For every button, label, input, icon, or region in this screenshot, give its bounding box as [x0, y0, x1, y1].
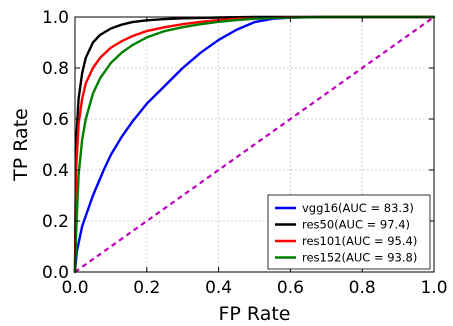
- x-tick-label: 0.6: [277, 278, 304, 298]
- legend: vgg16(AUC = 83.3) res50(AUC = 97.4) res101…: [267, 194, 431, 270]
- legend-label: vgg16(AUC = 83.3): [302, 201, 414, 215]
- legend-label: res101(AUC = 95.4): [302, 234, 417, 248]
- chance-diagonal-line: [74, 16, 435, 273]
- series-line-3: [73, 15, 436, 274]
- x-tick-label: 1.0: [420, 278, 447, 298]
- x-tick-label: 0.0: [61, 278, 88, 298]
- axis-ticks: 0.0 0.2 0.4 0.6 0.8 1.0 0.0 0.2 0.4 0.6 0.8 1.0: [42, 8, 448, 298]
- y-tick-label: 0.0: [42, 263, 69, 283]
- y-tick-label: 0.2: [42, 212, 69, 232]
- x-tick-label: 0.4: [205, 278, 232, 298]
- y-tick-label: 0.8: [42, 59, 69, 79]
- legend-label: res50(AUC = 97.4): [302, 218, 410, 232]
- x-axis-label: FP Rate: [219, 303, 291, 325]
- x-tick-label: 0.8: [349, 278, 376, 298]
- x-tick-label: 0.2: [133, 278, 160, 298]
- y-axis-label: TP Rate: [10, 108, 32, 182]
- y-tick-label: 0.4: [42, 161, 69, 181]
- y-tick-label: 0.6: [42, 110, 69, 130]
- y-tick-label: 1.0: [42, 8, 69, 28]
- plot-frame: [74, 16, 435, 273]
- legend-label: res152(AUC = 93.8): [302, 251, 417, 265]
